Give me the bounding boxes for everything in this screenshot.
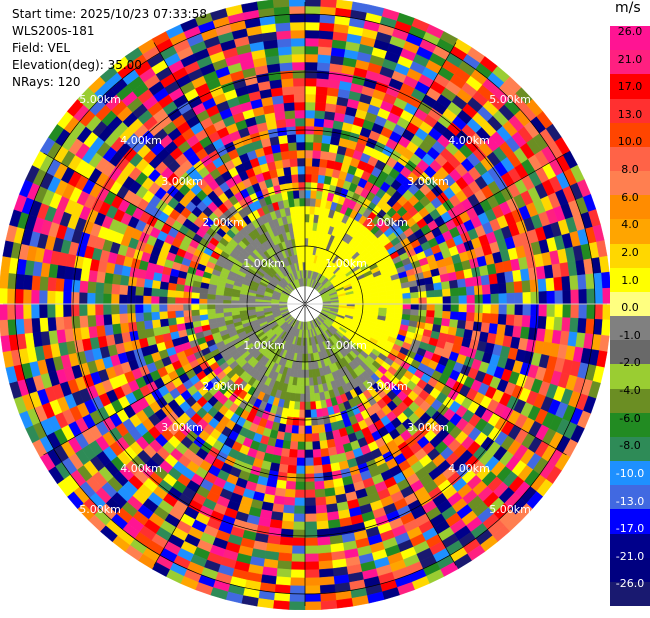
colorbar-tick-label: 1.0 (621, 273, 639, 287)
velocity-bins (0, 0, 610, 610)
colorbar-tick-label: -30.0 (615, 605, 645, 618)
azimuth-spoke-60 (304, 152, 567, 305)
colorbar: m/s 26.0 21.0 17.0 13.0 10.0 8.0 6.0 4.0 2.0 1.0 0… (610, 0, 650, 618)
colorbar-tick-label: -1.0 (619, 328, 641, 342)
elevation: Elevation(deg): 35.00 (12, 58, 142, 72)
colorbar-swatch (610, 195, 650, 220)
colorbar-unit: m/s (615, 0, 641, 16)
colorbar-swatch (610, 533, 650, 559)
colorbar-swatch (610, 122, 650, 148)
range-label-r4-2: 4.00km (120, 462, 162, 475)
range-label-r4-0: 4.00km (120, 134, 162, 147)
colorbar-swatch (610, 267, 650, 293)
range-label-r2-2: 2.00km (202, 380, 244, 393)
colorbar-swatch (610, 557, 650, 583)
range-label-r5-1: 5.00km (489, 93, 531, 106)
colorbar-tick-label: -13.0 (615, 494, 645, 508)
colorbar-tick-label: -26.0 (615, 577, 645, 591)
range-label-r4-1: 4.00km (448, 134, 490, 147)
range-label-r2-1: 2.00km (366, 216, 408, 229)
colorbar-swatch (610, 243, 650, 269)
colorbar-tick-label: -17.0 (615, 522, 645, 536)
range-label-r3-1: 3.00km (407, 175, 449, 188)
range-label-r4-3: 4.00km (448, 462, 490, 475)
range-label-r5-3: 5.00km (489, 503, 531, 516)
range-label-r3-3: 3.00km (407, 421, 449, 434)
range-label-r1-3: 1.00km (325, 339, 367, 352)
range-label-r5-2: 5.00km (79, 503, 121, 516)
colorbar-swatch (610, 509, 650, 534)
azimuth-spokes (0, 2, 610, 606)
colorbar-tick-label: -21.0 (615, 549, 645, 563)
colorbar-swatch (610, 461, 650, 486)
start-time: Start time: 2025/10/23 07:33:58 (12, 7, 207, 21)
colorbar-swatch (610, 388, 650, 414)
colorbar-tick-label: -2.0 (619, 356, 641, 370)
colorbar-swatch (610, 581, 650, 607)
colorbar-swatch (610, 412, 650, 438)
colorbar-swatch (610, 219, 650, 244)
range-label-r1-0: 1.00km (243, 257, 285, 270)
colorbar-swatch (610, 74, 650, 99)
colorbar-tick-label: -6.0 (619, 411, 641, 425)
colorbar-tick-label: 4.0 (621, 218, 639, 232)
station-name: WLS200s-181 (12, 24, 95, 38)
range-label-r5-0: 5.00km (79, 93, 121, 106)
azimuth-spoke-330 (153, 42, 306, 305)
azimuth-spoke-240 (43, 303, 306, 456)
colorbar-tick-label: 13.0 (617, 107, 643, 121)
field-name: Field: VEL (12, 41, 71, 55)
range-label-r2-3: 2.00km (366, 380, 408, 393)
colorbar-swatch (610, 146, 650, 172)
colorbar-swatch (610, 26, 650, 51)
azimuth-spoke-30 (304, 42, 457, 305)
range-label-r3-0: 3.00km (161, 175, 203, 188)
colorbar-swatch (610, 485, 650, 510)
azimuth-spoke-120 (304, 303, 567, 456)
colorbar-swatch (610, 291, 650, 317)
colorbar-swatch (610, 340, 650, 365)
azimuth-spoke-210 (153, 303, 306, 566)
colorbar-tick-label: 17.0 (617, 80, 643, 94)
range-label-r1-1: 1.00km (325, 257, 367, 270)
range-label-r1-2: 1.00km (243, 339, 285, 352)
colorbar-swatch (610, 316, 650, 341)
scan-info: Start time: 2025/10/23 07:33:58 WLS200s-… (12, 6, 207, 91)
radar-ppi-display: 1.00km 1.00km 1.00km 1.00km 2.00km 2.00km 2.00… (0, 0, 610, 610)
colorbar-tick-label: 2.0 (621, 245, 639, 259)
azimuth-spoke-300 (43, 152, 306, 305)
colorbar-swatch (610, 364, 650, 389)
colorbar-tick-label: 8.0 (621, 163, 639, 177)
colorbar-swatch (610, 50, 650, 75)
colorbar-tick-label: -10.0 (615, 466, 645, 480)
range-label-r2-0: 2.00km (202, 216, 244, 229)
nrays: NRays: 120 (12, 75, 81, 89)
colorbar-scale: 26.0 21.0 17.0 13.0 10.0 8.0 6.0 4.0 2.0 1.0 0.0 -1… (610, 25, 650, 618)
colorbar-tick-label: 21.0 (617, 52, 643, 66)
range-label-r3-2: 3.00km (161, 421, 203, 434)
colorbar-tick-label: -8.0 (619, 439, 641, 453)
colorbar-swatch (610, 171, 650, 196)
range-labels: 1.00km 1.00km 1.00km 1.00km 2.00km 2.00km 2.00… (79, 93, 531, 516)
colorbar-swatch (610, 436, 650, 462)
azimuth-spoke-150 (304, 303, 457, 566)
colorbar-tick-label: 0.0 (621, 301, 639, 315)
colorbar-swatch (610, 98, 650, 124)
colorbar-tick-label: 26.0 (617, 25, 643, 38)
colorbar-tick-label: 6.0 (621, 190, 639, 204)
colorbar-tick-label: 10.0 (617, 135, 643, 149)
colorbar-tick-label: -4.0 (619, 384, 641, 398)
